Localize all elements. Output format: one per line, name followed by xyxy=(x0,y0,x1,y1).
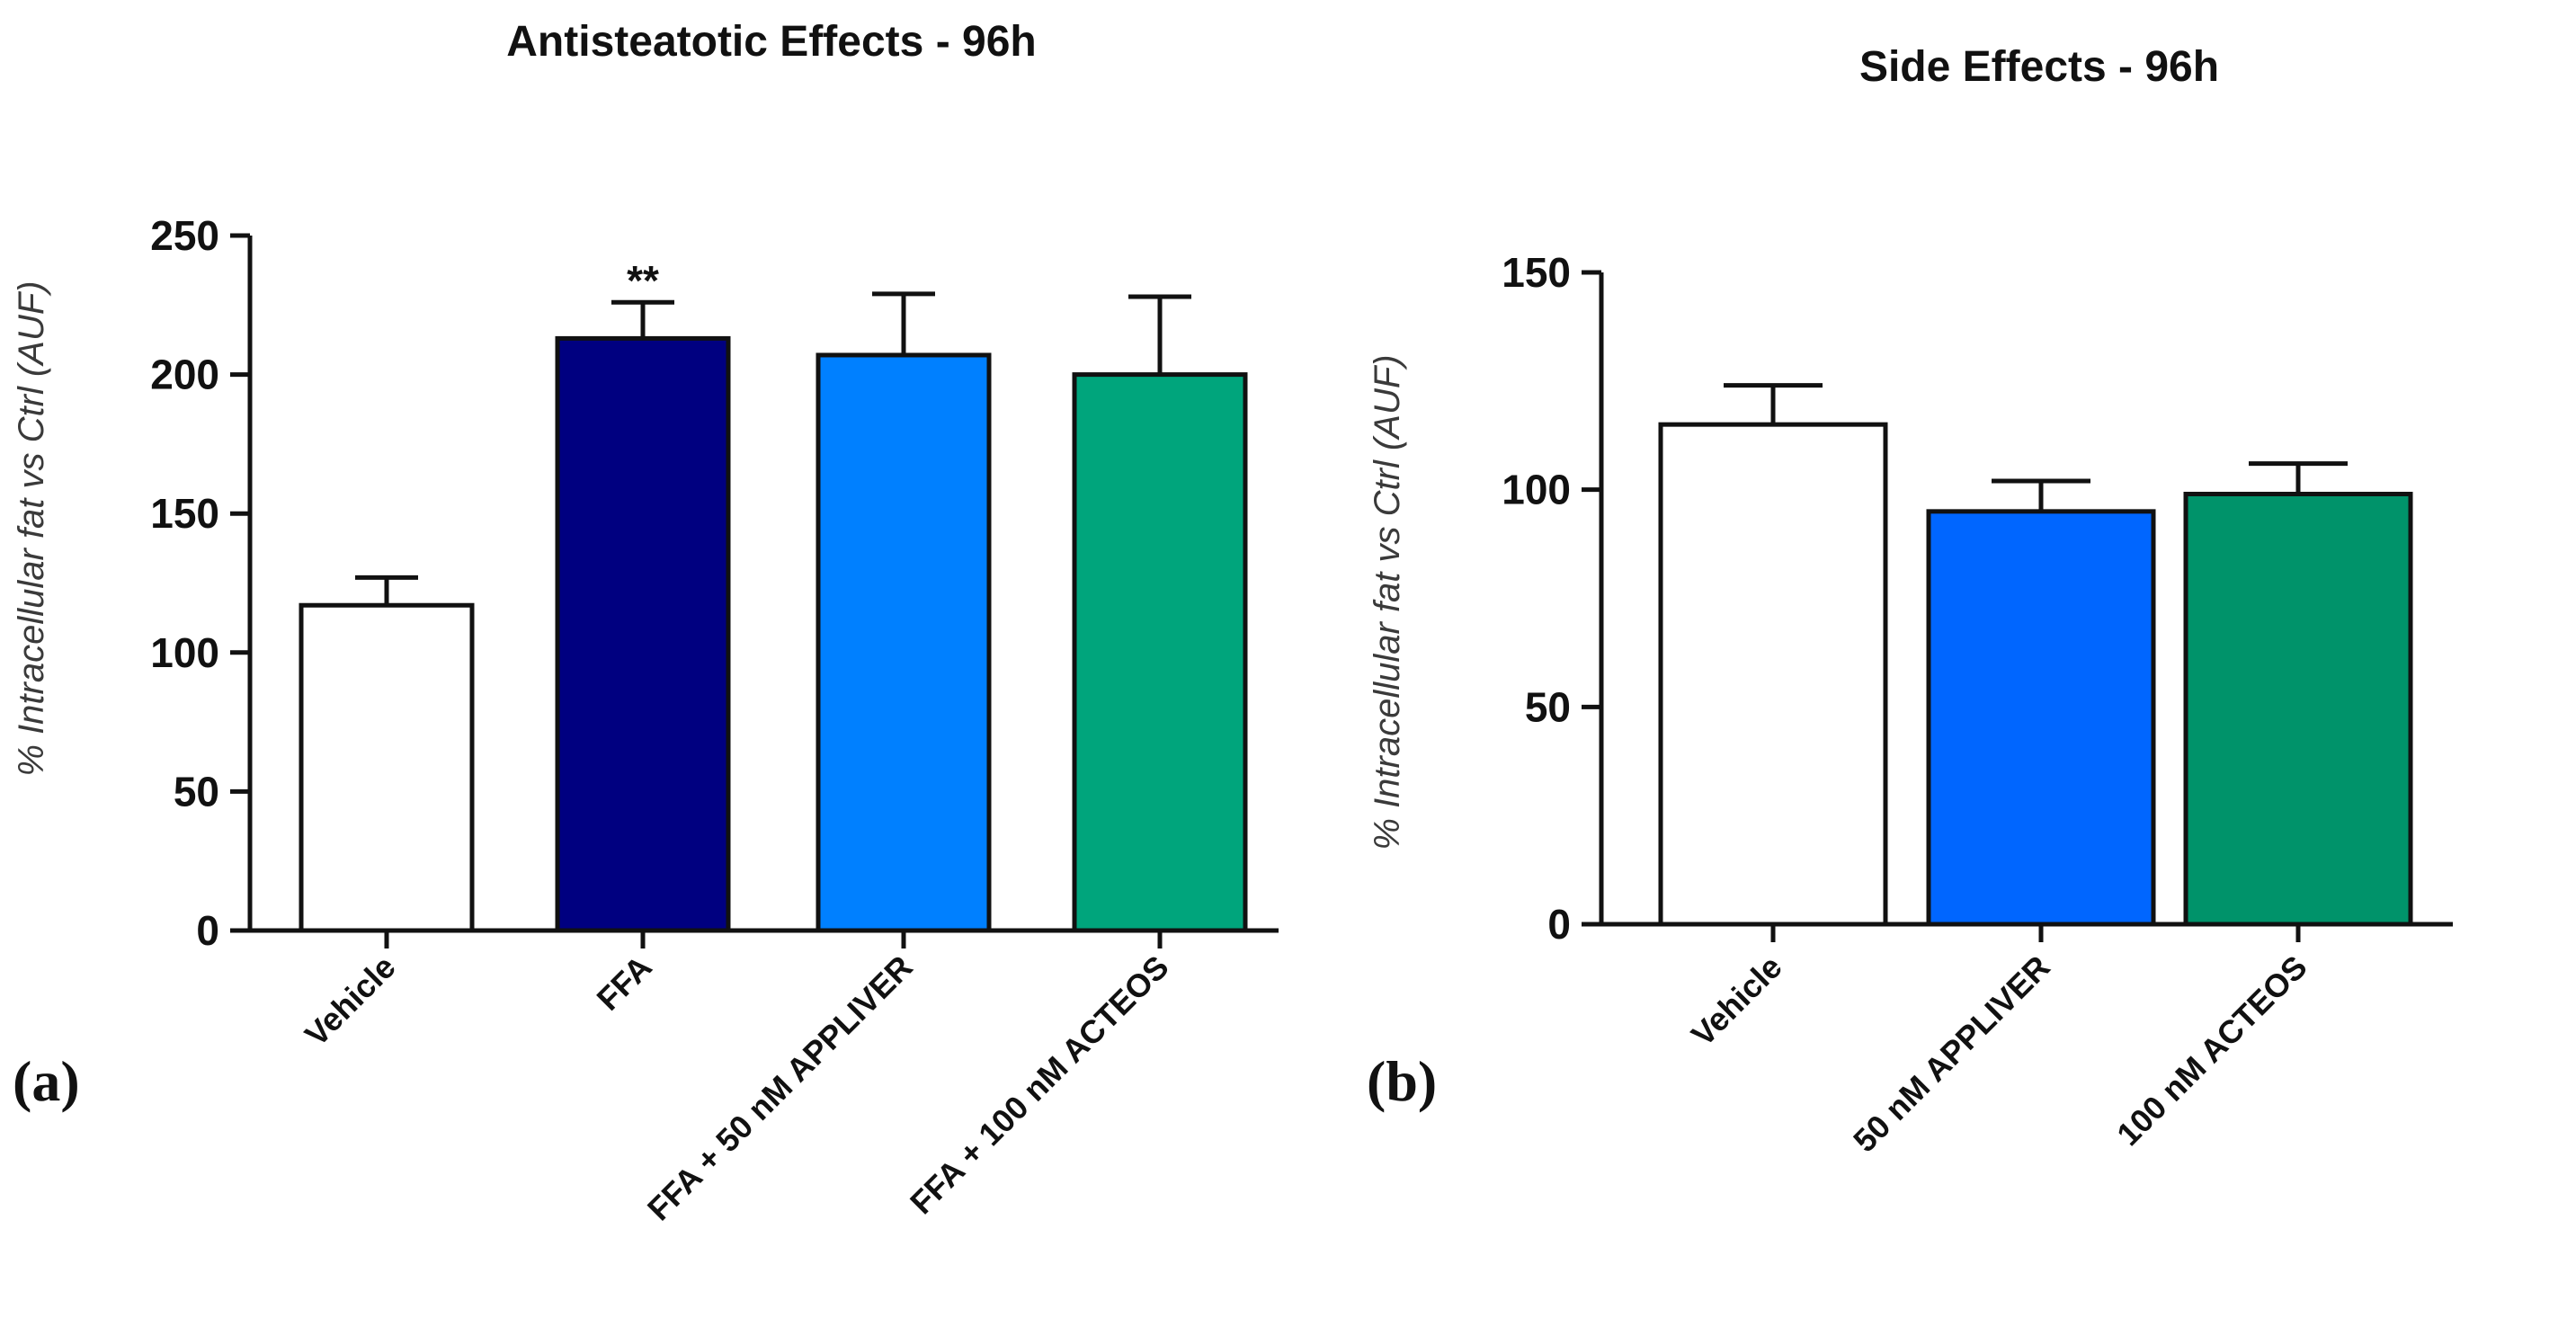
chart-a-bars xyxy=(299,335,1248,933)
chart-a-y-axis-label: % Intracellular fat vs Ctrl (AUF) xyxy=(12,281,51,776)
chart-a-category-label-2: FFA + 50 nM APPLIVER xyxy=(640,948,920,1228)
chart-a-annotation-0: ** xyxy=(627,257,659,304)
chart-a-y-tick-label-5: 250 xyxy=(150,212,219,259)
chart-b-bar-2 xyxy=(2183,492,2413,927)
chart-a-x-ticks xyxy=(384,931,1163,948)
chart-a-y-tick-label-0: 0 xyxy=(196,907,219,954)
chart-a: Antisteatotic Effects - 96h % Intracellu… xyxy=(12,18,1279,1227)
chart-a-error-bars xyxy=(355,291,1191,606)
chart-b-y-tick-label-3: 150 xyxy=(1502,249,1571,296)
chart-b-bar-1 xyxy=(1926,509,2156,927)
chart-b-panel-label: (b) xyxy=(1367,1049,1437,1113)
chart-a-y-ticks: 0 50 100 150 200 250 xyxy=(150,212,250,954)
chart-a-annotations: ** xyxy=(627,257,659,304)
chart-a-y-tick-label-3: 150 xyxy=(150,490,219,537)
chart-a-y-tick-label-2: 100 xyxy=(150,629,219,676)
chart-a-title: Antisteatotic Effects - 96h xyxy=(506,18,1036,66)
chart-b-bar-0 xyxy=(1658,422,1888,927)
chart-b-title: Side Effects - 96h xyxy=(1859,43,2219,91)
chart-b-category-label-1: 50 nM APPLIVER xyxy=(1846,948,2057,1160)
chart-a-bar-0 xyxy=(299,602,475,933)
chart-a-panel-label: (a) xyxy=(13,1049,80,1113)
chart-b: Side Effects - 96h % Intracellular fat v… xyxy=(1367,43,2453,1159)
chart-b-y-ticks: 0 50 100 150 xyxy=(1502,249,1601,948)
chart-b-category-label-2: 100 nM ACTEOS xyxy=(2109,948,2314,1153)
chart-b-category-label-0: Vehicle xyxy=(1684,948,1789,1054)
chart-b-x-ticks xyxy=(1770,924,2301,942)
chart-a-bar-1 xyxy=(555,335,731,933)
chart-a-category-label-1: FFA xyxy=(590,948,659,1018)
chart-b-bars xyxy=(1658,422,2413,927)
chart-b-y-tick-label-0: 0 xyxy=(1547,901,1571,948)
chart-b-category-labels: Vehicle 50 nM APPLIVER 100 nM ACTEOS xyxy=(1684,948,2314,1160)
chart-a-y-tick-label-4: 200 xyxy=(150,352,219,398)
chart-b-error-bars xyxy=(1724,383,2348,512)
chart-a-bar-3 xyxy=(1072,372,1248,933)
chart-a-category-label-3: FFA + 100 nM ACTEOS xyxy=(903,948,1176,1222)
chart-a-category-label-0: Vehicle xyxy=(298,948,403,1054)
chart-b-y-tick-label-1: 50 xyxy=(1525,683,1571,730)
chart-a-y-tick-label-1: 50 xyxy=(174,768,219,815)
chart-b-y-axis-label: % Intracellular fat vs Ctrl (AUF) xyxy=(1368,354,1407,850)
chart-b-y-tick-label-2: 100 xyxy=(1502,467,1571,513)
chart-a-bar-2 xyxy=(816,352,992,933)
